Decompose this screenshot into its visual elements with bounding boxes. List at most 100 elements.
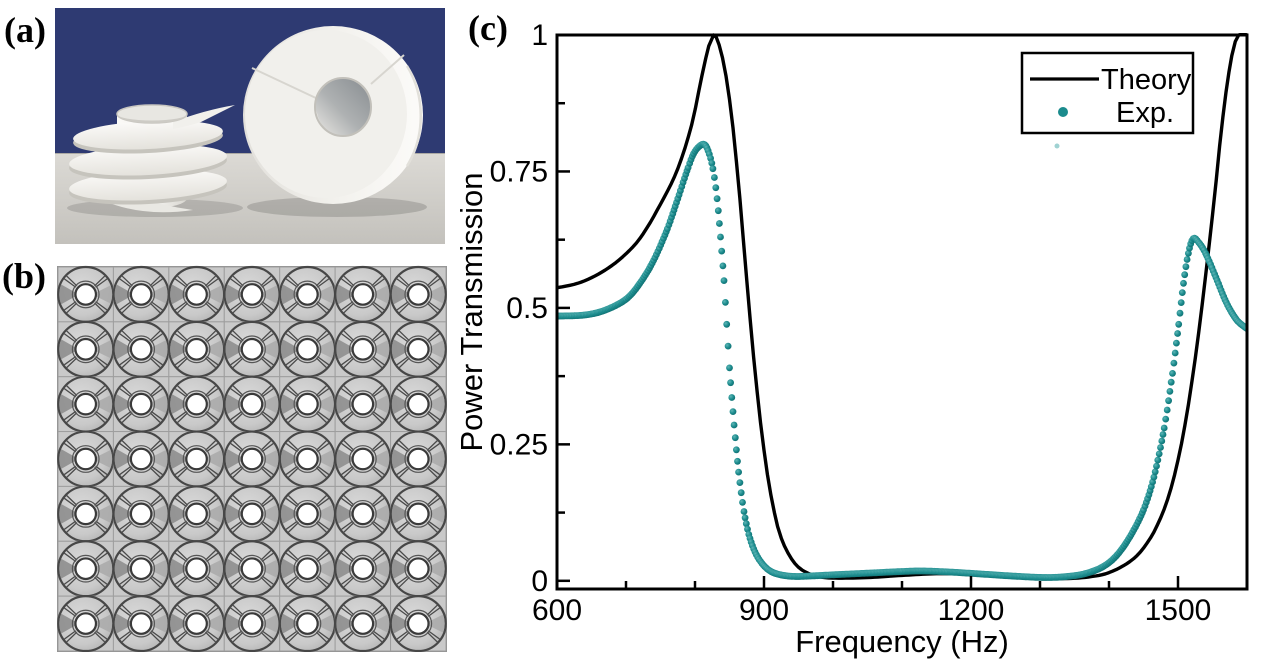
blade-spoke: [95, 442, 108, 453]
blade-spoke: [95, 278, 108, 288]
blade-spoke: [66, 357, 78, 369]
blade-wedge-right: [206, 504, 223, 523]
blade-wedge-left: [336, 339, 353, 360]
ring-resonator: [243, 26, 423, 204]
cell-hole: [240, 557, 264, 581]
blade-spoke: [66, 549, 78, 561]
blade-spoke: [396, 333, 409, 343]
blade-wedge-left: [114, 613, 131, 634]
cell-hole: [74, 612, 98, 635]
x-tick-label: 900: [739, 594, 789, 627]
blade-wedge-right: [151, 340, 168, 359]
hub-ring: [348, 554, 377, 583]
cell-hole: [74, 502, 98, 526]
blade-spoke: [372, 410, 385, 421]
ring-bore-rim: [314, 77, 372, 137]
blade-spoke: [261, 607, 274, 617]
blade-spoke: [150, 333, 163, 343]
blade-spoke: [287, 495, 300, 506]
unit-cell: [278, 595, 336, 652]
blade-spoke: [398, 302, 410, 314]
blade-spoke: [260, 604, 272, 616]
blade-spoke: [287, 576, 300, 588]
hub-ring: [182, 554, 211, 583]
hub-ring: [71, 335, 100, 364]
blade-wedge-right: [317, 450, 334, 468]
blade-spoke: [204, 357, 217, 369]
cell-hole: [185, 337, 208, 361]
blade-wedge-right: [151, 504, 168, 523]
blade-spoke: [177, 357, 189, 369]
blade-spoke: [177, 302, 189, 314]
blade-wedge-right: [373, 450, 390, 468]
blade-spoke: [371, 467, 383, 478]
blade-spoke: [371, 576, 383, 588]
blade-spoke: [315, 275, 327, 287]
blade-spoke: [287, 357, 300, 369]
cell-hole: [351, 502, 375, 526]
blade-wedge-right: [95, 504, 113, 523]
cell-hole: [74, 392, 98, 416]
blade-spoke: [396, 278, 409, 288]
blade-spoke: [66, 576, 78, 588]
unit-cell: [389, 430, 447, 488]
cell-hole: [74, 447, 98, 471]
blade-wedge-right: [262, 504, 279, 523]
blade-wedge-right: [317, 395, 334, 414]
blade-spoke: [174, 410, 188, 421]
blade-wedge-left: [336, 613, 353, 634]
blade-spoke: [204, 495, 217, 506]
blade-spoke: [232, 467, 244, 478]
blade-spoke: [261, 497, 274, 508]
blade-spoke: [206, 607, 219, 617]
helical-resonator: [69, 104, 235, 213]
blade-wedge-left: [280, 558, 298, 579]
blade-wedge-right: [428, 614, 445, 633]
cell-hole: [74, 337, 98, 361]
blade-spoke: [372, 630, 385, 640]
blade-spoke: [174, 465, 188, 476]
blade-spoke: [261, 278, 274, 288]
blade-wedge-right: [428, 395, 445, 414]
blade-spoke: [316, 520, 330, 530]
blade-spoke: [230, 497, 243, 508]
blade-spoke: [371, 385, 383, 397]
unit-cell: [278, 430, 336, 488]
unit-cell: [278, 485, 336, 543]
blade-spoke: [371, 440, 383, 451]
blade-wedge-right: [428, 450, 445, 468]
hub-ring: [293, 445, 322, 473]
blade-spoke: [427, 301, 441, 311]
blade-spoke: [398, 604, 410, 616]
blade-spoke: [426, 576, 438, 588]
blade-spoke: [206, 355, 219, 366]
stray-dot: [1054, 143, 1060, 149]
blade-spoke: [121, 576, 133, 588]
blade-spoke: [316, 442, 330, 453]
blade-spoke: [285, 355, 298, 366]
blade-spoke: [316, 355, 330, 366]
hub-ring: [293, 390, 322, 419]
blade-spoke: [343, 330, 355, 342]
blade-spoke: [95, 388, 108, 398]
blade-spoke: [66, 604, 78, 616]
ring-bore: [315, 78, 371, 136]
blade-spoke: [232, 440, 244, 451]
blade-spoke: [341, 410, 354, 421]
blade-spoke: [206, 552, 219, 563]
blade-spoke: [260, 302, 272, 314]
unit-cell: [168, 485, 226, 543]
blade-spoke: [260, 440, 272, 451]
unit-cell: [57, 485, 115, 543]
blade-spoke: [341, 333, 354, 343]
blade-spoke: [343, 631, 355, 643]
blade-spoke: [232, 521, 244, 533]
blade-spoke: [260, 467, 272, 478]
blade-spoke: [95, 465, 108, 476]
blade-spoke: [63, 388, 77, 398]
blade-spoke: [119, 410, 132, 421]
blade-wedge-left: [170, 504, 187, 524]
hub-ring: [238, 390, 266, 419]
blade-spoke: [121, 604, 133, 616]
blade-spoke: [150, 442, 163, 453]
